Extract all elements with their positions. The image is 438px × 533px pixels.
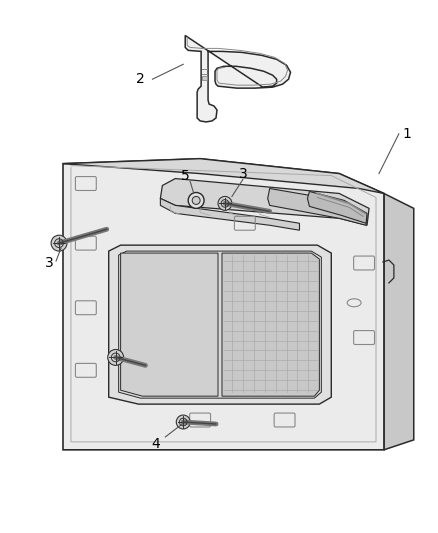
Polygon shape — [222, 253, 319, 396]
Circle shape — [192, 197, 200, 204]
Circle shape — [176, 415, 190, 429]
Circle shape — [218, 197, 232, 211]
Polygon shape — [63, 159, 384, 450]
Circle shape — [51, 235, 67, 251]
Polygon shape — [120, 253, 218, 396]
Polygon shape — [119, 251, 321, 398]
Circle shape — [108, 350, 124, 365]
Polygon shape — [307, 191, 367, 223]
Text: 1: 1 — [403, 127, 411, 141]
Text: 4: 4 — [151, 437, 160, 451]
Polygon shape — [160, 179, 369, 225]
Polygon shape — [384, 193, 414, 450]
Circle shape — [188, 192, 204, 208]
Text: 3: 3 — [45, 256, 53, 270]
Polygon shape — [109, 245, 331, 404]
Text: 5: 5 — [181, 168, 190, 183]
Polygon shape — [202, 76, 207, 80]
Polygon shape — [63, 159, 384, 193]
Text: 3: 3 — [238, 167, 247, 181]
Polygon shape — [268, 189, 367, 225]
Polygon shape — [185, 36, 290, 122]
Text: 2: 2 — [136, 72, 145, 86]
Polygon shape — [160, 198, 300, 230]
